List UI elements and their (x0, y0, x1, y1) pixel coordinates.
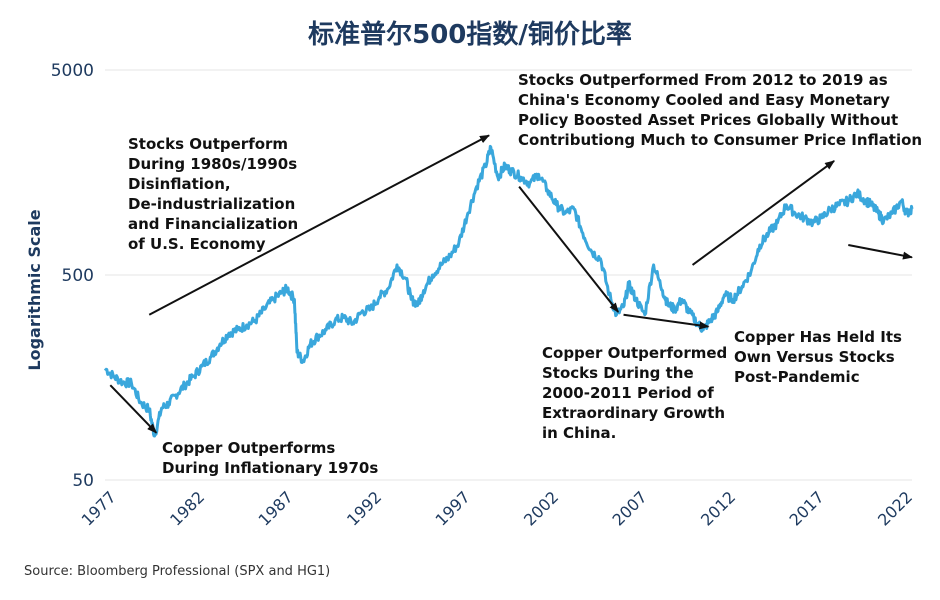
annotation-arrow (623, 313, 710, 330)
annotation-arrow (691, 160, 835, 266)
annotation-1980s-1990s: Stocks Outperform During 1980s/1990s Dis… (128, 135, 299, 253)
annotation-arrow (518, 185, 620, 313)
x-tick-label: 2022 (874, 487, 916, 529)
y-axis-ticks: 5000 500 50 (51, 61, 94, 491)
annotation-arrow (109, 384, 158, 434)
y-axis-label: Logarithmic Scale (25, 209, 44, 370)
y-tick-label: 5000 (51, 61, 94, 81)
x-tick-label: 1977 (78, 487, 120, 529)
series-layer (103, 144, 914, 438)
x-axis-ticks: 1977 1982 1987 1992 1997 2002 2007 2012 2017 2022 (78, 487, 917, 529)
annotation-arrow (848, 244, 913, 260)
annotation-1970s: Copper Outperforms During Inflationary 1… (162, 439, 379, 477)
x-tick-label: 1997 (432, 487, 474, 529)
source-note: Source: Bloomberg Professional (SPX and … (24, 564, 331, 579)
x-tick-label: 2012 (697, 487, 739, 529)
chart-title: 标准普尔500指数/铜价比率 (308, 20, 632, 50)
y-tick-label: 50 (72, 471, 94, 491)
y-tick-label: 500 (62, 266, 94, 286)
x-tick-label: 1992 (343, 487, 385, 529)
series-line (103, 144, 914, 438)
annotation-2012-2019: Stocks Outperformed From 2012 to 2019 as… (518, 71, 923, 149)
x-tick-label: 1982 (166, 487, 208, 529)
x-tick-label: 2002 (520, 487, 562, 529)
annotation-2000-2011: Copper Outperformed Stocks During the 20… (542, 344, 728, 442)
x-tick-label: 2017 (785, 487, 827, 529)
annotation-arrow (148, 134, 490, 316)
gridlines (105, 69, 912, 481)
annotation-post-pandemic: Copper Has Held Its Own Versus Stocks Po… (734, 328, 902, 386)
annotation-arrows (109, 134, 913, 434)
x-tick-label: 2007 (609, 487, 651, 529)
x-tick-label: 1987 (255, 487, 297, 529)
